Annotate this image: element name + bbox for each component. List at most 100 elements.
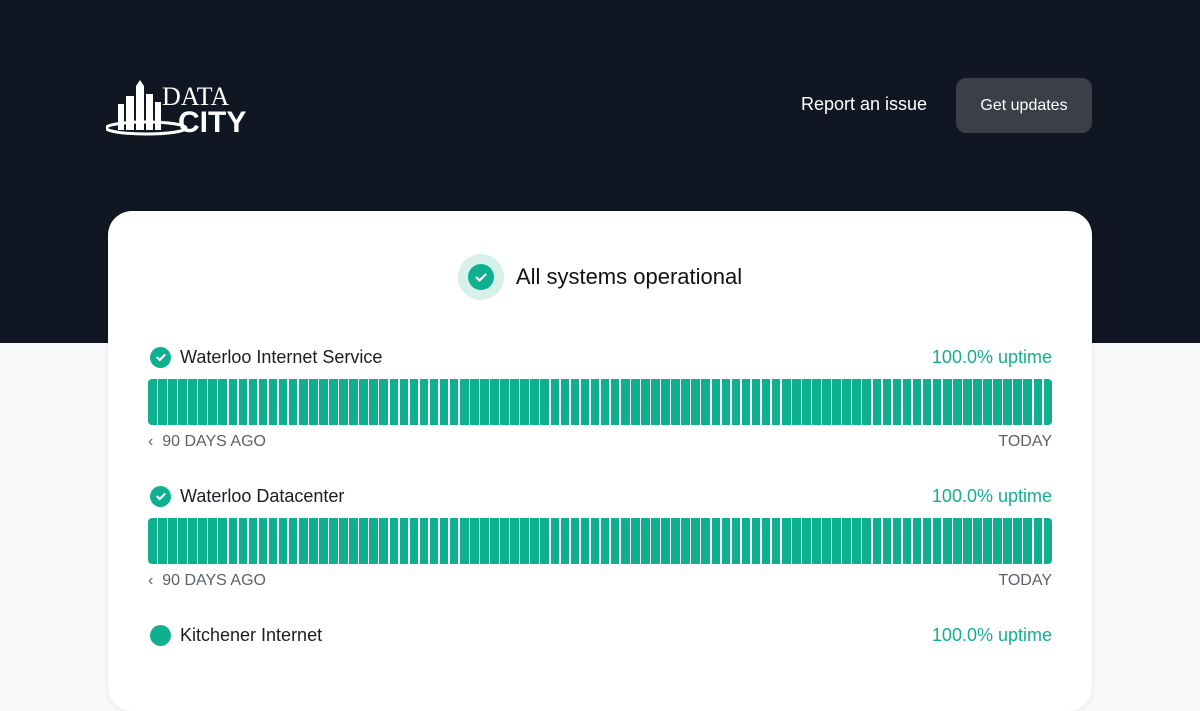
uptime-day-bar[interactable] [741, 379, 751, 425]
uptime-day-bar[interactable] [882, 379, 892, 425]
uptime-day-bar[interactable] [429, 518, 439, 564]
uptime-day-bar[interactable] [973, 518, 982, 564]
uptime-day-bar[interactable] [379, 518, 388, 564]
uptime-day-bar[interactable] [188, 379, 197, 425]
uptime-day-bar[interactable] [550, 379, 560, 425]
uptime-day-bar[interactable] [530, 379, 539, 425]
uptime-day-bar[interactable] [419, 518, 429, 564]
uptime-day-bar[interactable] [862, 518, 871, 564]
data-city-logo[interactable]: DATA CITY [106, 78, 282, 136]
uptime-day-bar[interactable] [771, 379, 781, 425]
uptime-day-bar[interactable] [590, 518, 600, 564]
uptime-day-bar[interactable] [288, 379, 298, 425]
uptime-day-bar[interactable] [872, 379, 882, 425]
uptime-day-bar[interactable] [288, 518, 298, 564]
uptime-day-bar[interactable] [1013, 518, 1022, 564]
uptime-day-bar[interactable] [198, 379, 207, 425]
uptime-day-bar[interactable] [278, 379, 288, 425]
uptime-day-bar[interactable] [510, 518, 519, 564]
uptime-day-bar[interactable] [631, 518, 640, 564]
uptime-day-bar[interactable] [319, 518, 328, 564]
uptime-day-bar[interactable] [520, 518, 529, 564]
uptime-day-bar[interactable] [510, 379, 519, 425]
uptime-day-bar[interactable] [761, 379, 771, 425]
uptime-day-bar[interactable] [329, 518, 338, 564]
uptime-day-bar[interactable] [158, 379, 167, 425]
uptime-day-bar[interactable] [671, 379, 680, 425]
uptime-day-bar[interactable] [459, 518, 469, 564]
uptime-day-bar[interactable] [1043, 379, 1052, 425]
uptime-day-bar[interactable] [580, 518, 590, 564]
uptime-day-bar[interactable] [449, 379, 459, 425]
uptime-day-bar[interactable] [832, 518, 841, 564]
uptime-day-bar[interactable] [812, 518, 821, 564]
uptime-day-bar[interactable] [228, 518, 238, 564]
uptime-day-bar[interactable] [802, 518, 811, 564]
uptime-day-bar[interactable] [892, 518, 902, 564]
uptime-day-bar[interactable] [258, 379, 268, 425]
uptime-day-bar[interactable] [1033, 518, 1043, 564]
uptime-day-bar[interactable] [1033, 379, 1043, 425]
uptime-day-bar[interactable] [590, 379, 600, 425]
uptime-day-bar[interactable] [540, 518, 549, 564]
uptime-day-bar[interactable] [500, 518, 509, 564]
uptime-day-bar[interactable] [963, 379, 972, 425]
uptime-day-bar[interactable] [449, 518, 459, 564]
uptime-day-bar[interactable] [963, 518, 972, 564]
uptime-day-bar[interactable] [268, 379, 278, 425]
uptime-day-bar[interactable] [339, 379, 348, 425]
uptime-day-bar[interactable] [339, 518, 348, 564]
uptime-day-bar[interactable] [1013, 379, 1022, 425]
uptime-day-bar[interactable] [681, 379, 690, 425]
uptime-day-bar[interactable] [560, 379, 570, 425]
uptime-day-bar[interactable] [148, 379, 157, 425]
uptime-day-bar[interactable] [188, 518, 197, 564]
uptime-day-bar[interactable] [359, 379, 368, 425]
uptime-day-bar[interactable] [862, 379, 871, 425]
get-updates-button[interactable]: Get updates [956, 78, 1092, 133]
uptime-day-bar[interactable] [792, 518, 801, 564]
uptime-day-bar[interactable] [771, 518, 781, 564]
uptime-day-bar[interactable] [248, 518, 258, 564]
uptime-day-bar[interactable] [248, 379, 258, 425]
uptime-day-bar[interactable] [620, 518, 630, 564]
uptime-day-bar[interactable] [500, 379, 509, 425]
uptime-day-bar[interactable] [278, 518, 288, 564]
uptime-day-bar[interactable] [852, 518, 861, 564]
uptime-day-bar[interactable] [781, 518, 791, 564]
uptime-day-bar[interactable] [480, 379, 489, 425]
uptime-day-bar[interactable] [429, 379, 439, 425]
uptime-day-bar[interactable] [741, 518, 751, 564]
uptime-day-bar[interactable] [379, 379, 388, 425]
uptime-day-bar[interactable] [932, 518, 942, 564]
uptime-day-bar[interactable] [681, 518, 690, 564]
uptime-day-bar[interactable] [158, 518, 167, 564]
uptime-day-bar[interactable] [359, 518, 368, 564]
uptime-day-bar[interactable] [912, 379, 922, 425]
uptime-day-bar[interactable] [218, 379, 227, 425]
uptime-day-bar[interactable] [781, 379, 791, 425]
uptime-day-bar[interactable] [852, 379, 861, 425]
uptime-day-bar[interactable] [922, 518, 932, 564]
uptime-day-bar[interactable] [580, 379, 590, 425]
uptime-day-bar[interactable] [309, 518, 318, 564]
uptime-day-bar[interactable] [822, 518, 831, 564]
uptime-day-bar[interactable] [349, 518, 358, 564]
uptime-day-bar[interactable] [600, 518, 610, 564]
uptime-day-bar[interactable] [641, 518, 650, 564]
uptime-day-bar[interactable] [993, 379, 1002, 425]
uptime-day-bar[interactable] [651, 518, 660, 564]
uptime-day-bar[interactable] [661, 379, 670, 425]
uptime-day-bar[interactable] [822, 379, 831, 425]
uptime-day-bar[interactable] [208, 379, 217, 425]
uptime-day-bar[interactable] [711, 379, 721, 425]
uptime-day-bar[interactable] [892, 379, 902, 425]
uptime-day-bar[interactable] [902, 379, 912, 425]
uptime-day-bar[interactable] [168, 379, 177, 425]
uptime-day-bar[interactable] [922, 379, 932, 425]
uptime-day-bar[interactable] [329, 379, 338, 425]
uptime-day-bar[interactable] [470, 379, 479, 425]
uptime-day-bar[interactable] [298, 379, 308, 425]
uptime-day-bar[interactable] [651, 379, 660, 425]
uptime-day-bar[interactable] [480, 518, 489, 564]
